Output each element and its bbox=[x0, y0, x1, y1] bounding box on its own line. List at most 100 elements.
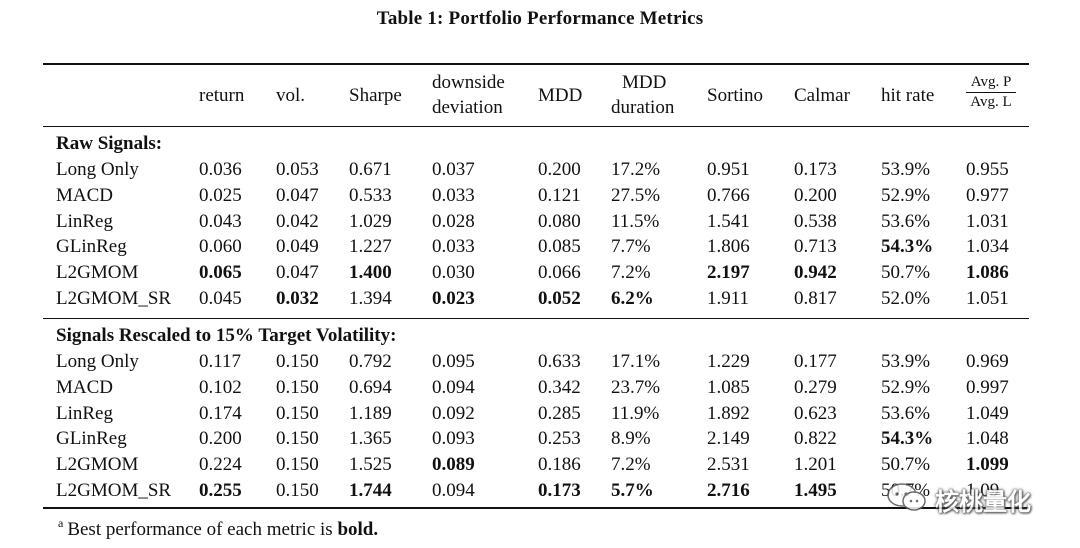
cell-mdd: 0.200 bbox=[538, 159, 581, 180]
cell-downside-deviation: 0.095 bbox=[432, 351, 475, 372]
cell-vol: 0.150 bbox=[276, 376, 319, 398]
cell-mdd-duration: 6.2% bbox=[611, 288, 654, 309]
row-label: L2GMOM bbox=[56, 262, 139, 284]
cell-vol: 0.150 bbox=[276, 351, 319, 372]
cell-sharpe: 1.744 bbox=[349, 480, 392, 501]
cell-return: 0.060 bbox=[199, 236, 242, 258]
cell-hit-rate: 53.9% bbox=[881, 351, 931, 372]
cell-mdd: 0.186 bbox=[538, 454, 581, 476]
cell-mdd-duration: 23.7% bbox=[611, 376, 661, 398]
watermark: 核桃量化 bbox=[885, 478, 1055, 516]
cell-sortino: 0.951 bbox=[707, 159, 750, 180]
cell-downside-deviation: 0.023 bbox=[432, 288, 475, 309]
header-downside-line2: deviation bbox=[432, 97, 503, 118]
cell-mdd: 0.173 bbox=[538, 480, 581, 501]
cell-avg-ratio: 0.969 bbox=[966, 351, 1009, 372]
cell-vol: 0.047 bbox=[276, 184, 319, 206]
cell-mdd-duration: 7.2% bbox=[611, 262, 651, 284]
cell-mdd: 0.342 bbox=[538, 376, 581, 398]
cell-mdd-duration: 27.5% bbox=[611, 184, 661, 206]
cell-hit-rate: 52.9% bbox=[881, 376, 931, 398]
row-label: GLinReg bbox=[56, 428, 127, 450]
footnote: a Best performance of each metric is bold… bbox=[58, 516, 378, 541]
cell-sharpe: 1.365 bbox=[349, 428, 392, 450]
cell-sharpe: 1.029 bbox=[349, 210, 392, 232]
cell-downside-deviation: 0.030 bbox=[432, 262, 475, 284]
cell-sharpe: 1.394 bbox=[349, 288, 392, 309]
cell-sortino: 1.911 bbox=[707, 288, 750, 309]
cell-mdd-duration: 5.7% bbox=[611, 480, 654, 501]
cell-mdd-duration: 17.1% bbox=[611, 351, 661, 372]
cell-vol: 0.150 bbox=[276, 454, 319, 476]
cell-avg-ratio: 1.099 bbox=[966, 454, 1009, 476]
cell-return: 0.174 bbox=[199, 402, 242, 424]
cell-sortino: 2.197 bbox=[707, 262, 750, 284]
cell-vol: 0.049 bbox=[276, 236, 319, 258]
cell-mdd: 0.253 bbox=[538, 428, 581, 450]
cell-sortino: 2.149 bbox=[707, 428, 750, 450]
cell-return: 0.102 bbox=[199, 376, 242, 398]
cell-avg-ratio: 1.049 bbox=[966, 402, 1009, 424]
cell-mdd: 0.633 bbox=[538, 351, 581, 372]
chat-bubble-icon bbox=[887, 483, 926, 511]
row-label: GLinReg bbox=[56, 236, 127, 258]
row-label: L2GMOM_SR bbox=[56, 480, 172, 501]
cell-calmar: 0.822 bbox=[794, 428, 837, 450]
header-sortino: Sortino bbox=[707, 85, 763, 106]
cell-calmar: 0.177 bbox=[794, 351, 837, 372]
cell-mdd-duration: 7.7% bbox=[611, 236, 651, 258]
cell-sharpe: 1.400 bbox=[349, 262, 392, 284]
header-downside-line1: downside bbox=[432, 72, 505, 93]
cell-mdd: 0.066 bbox=[538, 262, 581, 284]
cell-avg-ratio: 0.997 bbox=[966, 376, 1009, 398]
cell-vol: 0.150 bbox=[276, 428, 319, 450]
cell-avg-ratio: 1.09 bbox=[966, 480, 1000, 501]
cell-calmar: 0.713 bbox=[794, 236, 837, 258]
cell-vol: 0.032 bbox=[276, 288, 319, 309]
bottom-rule bbox=[43, 507, 1029, 509]
cell-return: 0.117 bbox=[199, 351, 242, 372]
cell-mdd: 0.080 bbox=[538, 210, 581, 232]
cell-return: 0.065 bbox=[199, 262, 242, 284]
cell-return: 0.045 bbox=[199, 288, 242, 309]
cell-sharpe: 0.792 bbox=[349, 351, 392, 372]
cell-sortino: 2.531 bbox=[707, 454, 750, 476]
cell-mdd: 0.085 bbox=[538, 236, 581, 258]
cell-sortino: 1.541 bbox=[707, 210, 750, 232]
cell-sharpe: 1.227 bbox=[349, 236, 392, 258]
cell-calmar: 1.201 bbox=[794, 454, 837, 476]
footnote-bold-word: bold. bbox=[337, 519, 379, 540]
header-mdd: MDD bbox=[538, 85, 583, 106]
cell-mdd-duration: 11.9% bbox=[611, 402, 660, 424]
cell-calmar: 0.200 bbox=[794, 184, 837, 206]
header-avg-p: Avg. P bbox=[966, 74, 1016, 93]
cell-downside-deviation: 0.089 bbox=[432, 454, 475, 476]
cell-calmar: 0.279 bbox=[794, 376, 837, 398]
header-mdd-duration-line1: MDD bbox=[622, 72, 667, 93]
cell-mdd: 0.121 bbox=[538, 184, 581, 206]
header-hit-rate: hit rate bbox=[881, 85, 935, 106]
row-label: L2GMOM bbox=[56, 454, 139, 476]
cell-calmar: 0.942 bbox=[794, 262, 837, 284]
cell-calmar: 0.817 bbox=[794, 288, 837, 309]
cell-calmar: 0.623 bbox=[794, 402, 837, 424]
cell-hit-rate: 52.0% bbox=[881, 288, 931, 309]
cell-downside-deviation: 0.037 bbox=[432, 159, 475, 180]
cell-calmar: 0.173 bbox=[794, 159, 837, 180]
cell-hit-rate: 50.7% bbox=[881, 262, 931, 284]
row-label: LinReg bbox=[56, 210, 113, 232]
cell-hit-rate: 53.6% bbox=[881, 210, 931, 232]
cell-calmar: 1.495 bbox=[794, 480, 837, 501]
cell-hit-rate: 54.3% bbox=[881, 236, 934, 258]
table-caption: Table 1: Portfolio Performance Metrics bbox=[376, 8, 704, 29]
header-vol: vol. bbox=[276, 85, 306, 106]
cell-return: 0.255 bbox=[199, 480, 242, 501]
cell-downside-deviation: 0.033 bbox=[432, 184, 475, 206]
cell-hit-rate: 53.6% bbox=[881, 402, 931, 424]
cell-downside-deviation: 0.094 bbox=[432, 480, 475, 501]
cell-avg-ratio: 1.034 bbox=[966, 236, 1009, 258]
header-mdd-duration-line2: duration bbox=[611, 97, 675, 118]
cell-mdd-duration: 11.5% bbox=[611, 210, 660, 232]
cell-downside-deviation: 0.028 bbox=[432, 210, 475, 232]
cell-sharpe: 1.525 bbox=[349, 454, 392, 476]
